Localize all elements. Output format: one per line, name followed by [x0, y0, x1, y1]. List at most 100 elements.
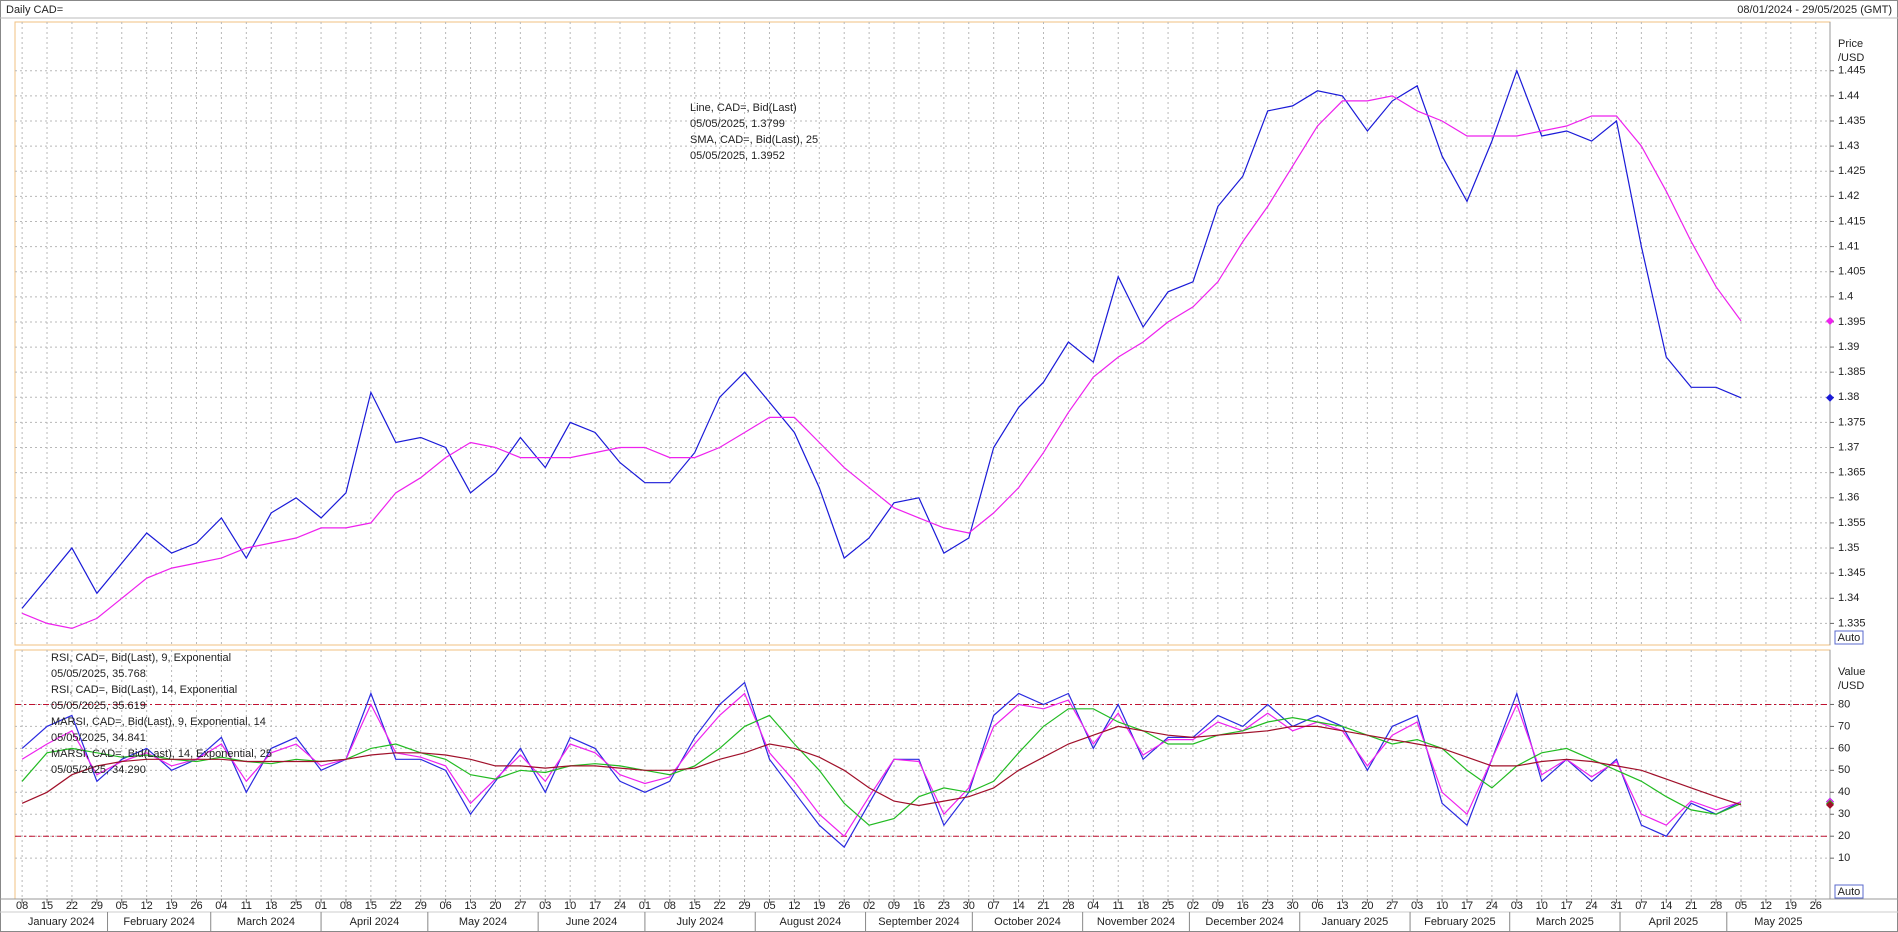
y-tick-label: 70 [1838, 720, 1850, 732]
y-tick-label: 1.335 [1838, 617, 1866, 629]
x-tick-label: 30 [1286, 900, 1298, 912]
month-label: August 2024 [780, 916, 842, 928]
x-tick-label: 05 [763, 900, 775, 912]
auto-button-label[interactable]: Auto [1838, 632, 1861, 644]
auto-button-label[interactable]: Auto [1838, 886, 1861, 898]
x-tick-label: 03 [1511, 900, 1523, 912]
x-tick-label: 14 [1660, 900, 1672, 912]
x-tick-label: 12 [788, 900, 800, 912]
y-tick-label: 50 [1838, 764, 1850, 776]
plot-area [14, 649, 1831, 900]
x-tick-label: 23 [1262, 900, 1274, 912]
x-tick-label: 26 [1810, 900, 1822, 912]
x-tick-label: 21 [1685, 900, 1697, 912]
auto-button [1834, 630, 1864, 645]
y-tick-label: 1.375 [1838, 416, 1866, 428]
series-line [21, 95, 1742, 630]
x-tick-label: 27 [1386, 900, 1398, 912]
month-label: January 2025 [1322, 916, 1389, 928]
chart-title: Daily CAD= [6, 4, 63, 16]
x-tick-label: 28 [1710, 900, 1722, 912]
y-tick-label: 80 [1838, 698, 1850, 710]
x-tick-label: 26 [838, 900, 850, 912]
y-tick-label: 1.365 [1838, 467, 1866, 479]
x-tick-label: 23 [938, 900, 950, 912]
legend-entry: SMA, CAD=, Bid(Last), 25 [690, 134, 818, 146]
auto-button [1834, 884, 1864, 899]
legend-value: 05/05/2025, 34.290 [51, 764, 146, 776]
x-tick-label: 05 [116, 900, 128, 912]
axis-title: Price [1838, 38, 1863, 50]
x-tick-label: 29 [415, 900, 427, 912]
x-tick-label: 16 [913, 900, 925, 912]
y-tick-label: 10 [1838, 852, 1850, 864]
x-tick-label: 19 [1785, 900, 1797, 912]
x-tick-label: 02 [863, 900, 875, 912]
x-tick-label: 12 [1760, 900, 1772, 912]
last-value-marker [1826, 316, 1834, 325]
legend-entry: MARSI, CAD=, Bid(Last), 9, Exponential, … [51, 716, 266, 728]
legend-entry: Line, CAD=, Bid(Last) [690, 102, 797, 114]
x-tick-label: 10 [1436, 900, 1448, 912]
x-tick-label: 29 [91, 900, 103, 912]
x-tick-label: 02 [1187, 900, 1199, 912]
x-tick-label: 06 [1311, 900, 1323, 912]
y-tick-label: 1.425 [1838, 165, 1866, 177]
series-line [21, 725, 1742, 807]
x-tick-label: 03 [1411, 900, 1423, 912]
x-tick-label: 10 [564, 900, 576, 912]
y-tick-label: 1.405 [1838, 266, 1866, 278]
y-tick-label: 1.44 [1838, 90, 1859, 102]
x-tick-label: 25 [290, 900, 302, 912]
legend-entry: RSI, CAD=, Bid(Last), 14, Exponential [51, 684, 237, 696]
month-label: March 2025 [1536, 916, 1594, 928]
legend-value: 05/05/2025, 35.768 [51, 668, 146, 680]
x-tick-label: 29 [738, 900, 750, 912]
series-line [21, 692, 1742, 838]
y-tick-label: 1.4 [1838, 291, 1853, 303]
plot-area [14, 21, 1831, 646]
x-tick-label: 22 [66, 900, 78, 912]
y-tick-label: 1.41 [1838, 240, 1859, 252]
axis-title: Value [1838, 666, 1865, 678]
y-tick-label: 1.42 [1838, 190, 1859, 202]
y-tick-label: 1.34 [1838, 592, 1859, 604]
month-label: January 2024 [28, 916, 95, 928]
date-range: 08/01/2024 - 29/05/2025 (GMT) [1737, 4, 1892, 16]
x-tick-label: 20 [489, 900, 501, 912]
x-tick-label: 08 [16, 900, 28, 912]
x-tick-label: 04 [215, 900, 227, 912]
legend-value: 05/05/2025, 34.841 [51, 732, 146, 744]
month-label: July 2024 [677, 916, 724, 928]
x-tick-label: 28 [1062, 900, 1074, 912]
month-label: December 2024 [1205, 916, 1283, 928]
legend-value: 05/05/2025, 1.3952 [690, 150, 785, 162]
x-tick-label: 18 [265, 900, 277, 912]
legend-value: 05/05/2025, 1.3799 [690, 118, 785, 130]
x-tick-label: 27 [514, 900, 526, 912]
x-tick-label: 24 [614, 900, 626, 912]
x-tick-label: 08 [664, 900, 676, 912]
x-tick-label: 15 [689, 900, 701, 912]
x-tick-label: 07 [988, 900, 1000, 912]
x-tick-label: 21 [1037, 900, 1049, 912]
x-tick-label: 10 [1536, 900, 1548, 912]
y-tick-label: 40 [1838, 786, 1850, 798]
series-line [21, 681, 1742, 849]
x-tick-label: 19 [165, 900, 177, 912]
x-tick-label: 24 [1585, 900, 1597, 912]
x-tick-label: 18 [1137, 900, 1149, 912]
y-tick-label: 1.395 [1838, 316, 1866, 328]
x-tick-label: 09 [1212, 900, 1224, 912]
y-tick-label: 20 [1838, 830, 1850, 842]
y-tick-label: 30 [1838, 808, 1850, 820]
y-tick-label: 1.355 [1838, 517, 1866, 529]
x-tick-label: 17 [1561, 900, 1573, 912]
x-tick-label: 25 [1162, 900, 1174, 912]
x-tick-label: 07 [1635, 900, 1647, 912]
x-tick-label: 17 [589, 900, 601, 912]
x-tick-label: 24 [1486, 900, 1498, 912]
x-tick-label: 20 [1361, 900, 1373, 912]
x-tick-label: 30 [963, 900, 975, 912]
month-label: June 2024 [566, 916, 617, 928]
